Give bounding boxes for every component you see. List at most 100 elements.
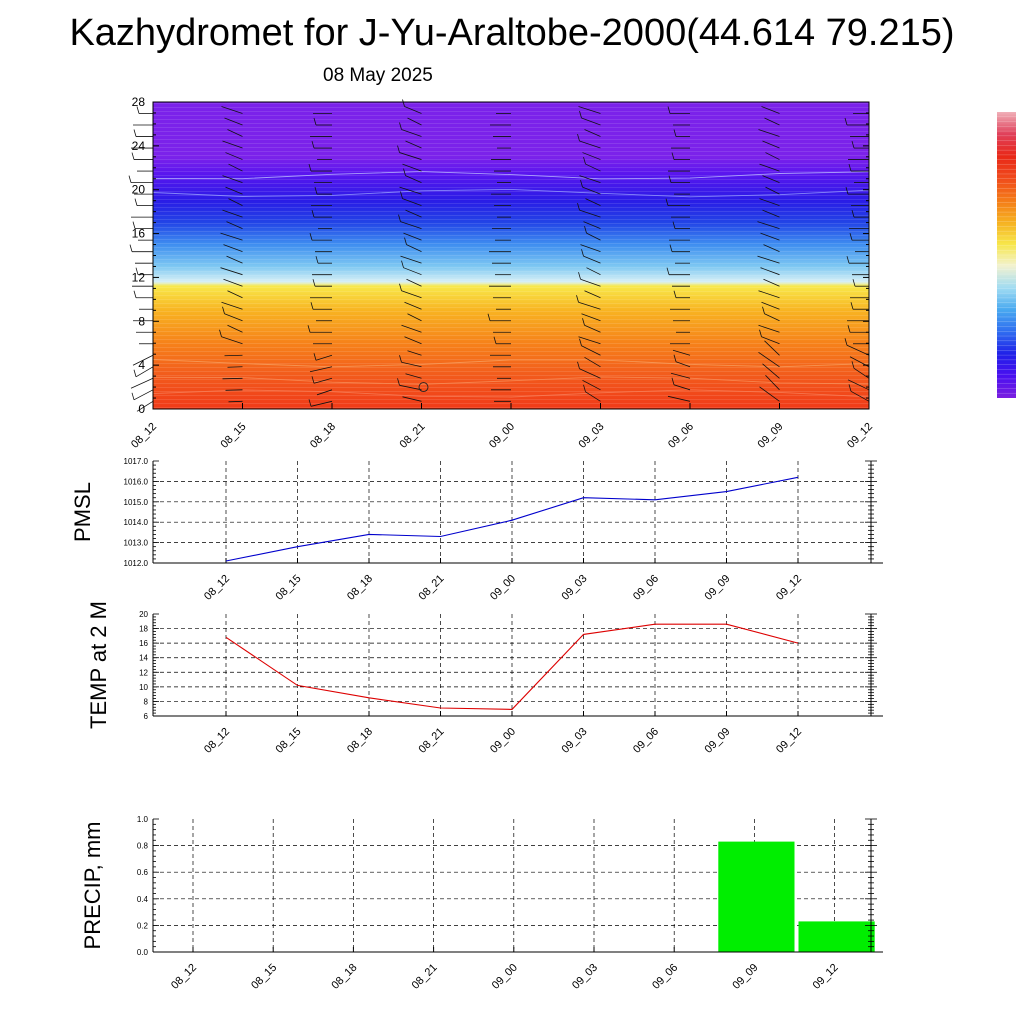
wind-barb: [228, 163, 243, 172]
wind-barb: [667, 395, 691, 402]
wind-barb: [762, 209, 780, 218]
y-tick-label: 4: [138, 358, 145, 372]
wind-barb: [584, 324, 601, 333]
wind-barb: [407, 350, 422, 356]
wind-barb: [675, 361, 691, 368]
x-tick-label: 09_00: [488, 573, 518, 603]
wind-barb: [399, 384, 422, 391]
wind-barb-feather: [132, 221, 136, 229]
wind-barb: [310, 400, 333, 407]
wind-barb-feather: [397, 378, 400, 386]
wind-barb-feather: [576, 295, 579, 303]
y-tick-label: 14: [139, 654, 148, 663]
wind-barb-feather: [581, 249, 584, 257]
x-tick-label: 09_06: [631, 573, 661, 603]
temp-line: [225, 623, 799, 710]
wind-barb: [579, 368, 601, 379]
wind-barb-feather: [219, 329, 222, 337]
wind-barb-feather: [851, 361, 855, 369]
wind-barb: [225, 389, 243, 391]
wind-barb: [405, 175, 422, 183]
wind-barb-feather: [584, 226, 587, 234]
pmsl-line: [225, 476, 799, 562]
vertical-section-panel: 0 4 8 12 16 20 24 28 08_12 08_15 08_18 08_21 09_00 09…: [128, 95, 875, 451]
y-tick-label: 20: [139, 610, 148, 619]
precip-bar: [718, 841, 795, 952]
wind-barb-feather: [313, 117, 317, 126]
wind-barb-feather: [852, 279, 856, 287]
wind-barb: [222, 175, 243, 183]
calm-marker: [418, 382, 429, 393]
wind-barb: [670, 372, 691, 379]
wind-barb-feather: [129, 244, 133, 252]
y-tick-label: 16: [139, 639, 148, 648]
wind-barb: [757, 221, 780, 230]
temp-panel: 08_12 08_15 08_18 08_21 09_00 09_03 09_06 09_09…: [86, 601, 883, 756]
wind-barb-feather: [673, 290, 677, 298]
wind-barb: [758, 129, 780, 137]
wind-barb-feather: [400, 191, 403, 199]
y-tick-label: 1015.0: [124, 498, 149, 507]
wind-barb: [846, 344, 870, 356]
contour-line: [152, 376, 870, 385]
wind-barb: [579, 140, 601, 149]
wind-barb: [762, 363, 780, 379]
y-tick-label: 12: [132, 270, 146, 284]
wind-barb: [130, 377, 154, 389]
wind-barb: [401, 129, 422, 137]
y-tick-label: 6: [144, 712, 149, 721]
wind-barb: [582, 152, 601, 160]
wind-barb: [220, 267, 243, 276]
wind-barb: [309, 366, 333, 373]
x-tick-label: 09_12: [811, 962, 841, 992]
wind-barb: [758, 290, 780, 299]
wind-barb: [763, 244, 780, 253]
wind-barb-feather: [665, 198, 669, 206]
wind-barb: [579, 209, 601, 218]
wind-barb: [405, 373, 422, 379]
wind-barb-feather: [849, 233, 853, 241]
wind-barb-feather: [673, 129, 677, 137]
wind-barb: [765, 375, 780, 391]
wind-barb: [585, 163, 601, 172]
wind-barb-feather: [135, 267, 139, 275]
y-tick-label: 0.2: [137, 921, 149, 930]
wind-barb-feather: [850, 302, 854, 310]
wind-barb: [224, 117, 243, 126]
wind-barb-feather: [311, 140, 315, 149]
wind-barb: [402, 198, 422, 206]
wind-barb: [586, 267, 601, 276]
wind-barb: [757, 255, 780, 264]
y-tick-label: 1012.0: [124, 559, 149, 568]
precip-panel: 08_12 08_15 08_18 08_21 09_00 09_03 09_06 09_09…: [80, 815, 883, 992]
page-title: Kazhydromet for J-Yu-Araltobe-2000(44.61…: [69, 12, 955, 54]
wind-barb: [228, 400, 243, 403]
wind-barb: [760, 267, 780, 276]
wind-barb: [315, 354, 333, 361]
y-tick-label: 20: [132, 183, 146, 197]
wind-barb-feather: [845, 186, 849, 195]
x-tick-label: 08_12: [202, 726, 232, 756]
x-tick-label: 08_21: [410, 962, 440, 992]
wind-barb-feather: [668, 175, 672, 183]
y-tick-label: 10: [139, 683, 148, 692]
wind-barb-feather: [131, 152, 135, 160]
wind-barb-feather: [848, 163, 852, 172]
wind-barb-feather: [222, 306, 225, 314]
x-tick-label: 09_03: [570, 962, 600, 992]
contour-line: [152, 188, 870, 198]
wind-barb: [586, 232, 601, 241]
y-tick-label: 0: [138, 402, 145, 416]
wind-barb: [224, 313, 243, 322]
x-tick-label: 09_12: [845, 421, 875, 451]
wind-barb: [762, 140, 780, 149]
wind-barb: [764, 313, 780, 322]
wind-barb: [672, 349, 691, 356]
wind-barb-feather: [844, 338, 848, 346]
y-tick-label: 1017.0: [124, 457, 149, 466]
wind-barb-feather: [578, 272, 581, 280]
wind-barb: [228, 198, 243, 206]
wind-barb: [761, 336, 780, 345]
x-tick-label: 08_12: [169, 962, 199, 992]
pmsl-axis-label: PMSL: [70, 482, 95, 542]
